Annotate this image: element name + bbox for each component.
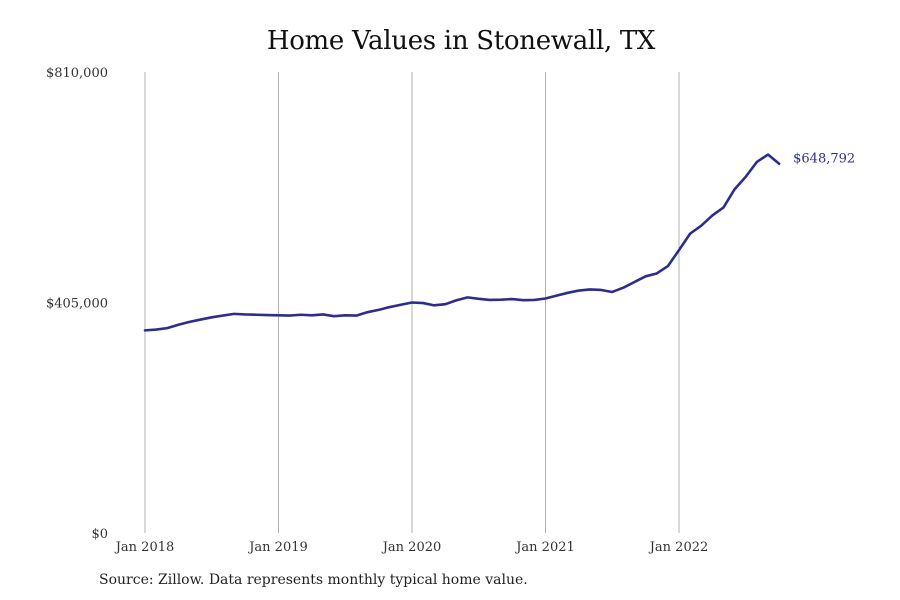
data-point — [466, 296, 468, 298]
data-point — [778, 163, 780, 165]
data-point — [199, 318, 201, 320]
x-axis-ticks: Jan 2018 Jan 2019 Jan 2020 Jan 2021 Jan 2022 — [114, 540, 709, 555]
data-point — [155, 328, 157, 330]
data-point — [322, 313, 324, 315]
data-point — [622, 287, 624, 289]
y-tick-label: $0 — [91, 527, 108, 542]
data-point — [188, 321, 190, 323]
y-axis-ticks: $0 $405,000 $810,000 — [46, 66, 108, 542]
x-tick-label: Jan 2022 — [648, 540, 709, 555]
data-point — [389, 306, 391, 308]
chart-title: Home Values in Stonewall, TX — [266, 26, 656, 56]
y-tick-label: $810,000 — [46, 66, 108, 81]
data-point — [411, 301, 413, 303]
data-point — [722, 206, 724, 208]
data-point — [578, 289, 580, 291]
data-point — [233, 313, 235, 315]
data-point — [366, 311, 368, 313]
end-value-label: $648,792 — [793, 152, 855, 167]
data-point — [255, 314, 257, 316]
data-point — [166, 327, 168, 329]
data-point — [767, 153, 769, 155]
data-point — [633, 281, 635, 283]
data-point — [555, 294, 557, 296]
series-line — [143, 153, 781, 332]
x-tick-label: Jan 2021 — [514, 540, 575, 555]
data-point — [177, 323, 179, 325]
data-point — [544, 297, 546, 299]
data-point — [700, 224, 702, 226]
data-point — [711, 214, 713, 216]
x-tick-label: Jan 2019 — [247, 540, 308, 555]
data-point — [567, 292, 569, 294]
data-point — [733, 188, 735, 190]
data-point — [522, 299, 524, 301]
data-point — [344, 314, 346, 316]
series-layer — [143, 153, 781, 332]
source-note: Source: Zillow. Data represents monthly … — [99, 572, 528, 588]
data-point — [511, 298, 513, 300]
data-point — [444, 303, 446, 305]
data-point — [500, 298, 502, 300]
data-point — [277, 314, 279, 316]
data-point — [600, 289, 602, 291]
data-point — [678, 249, 680, 251]
data-point — [244, 313, 246, 315]
data-point — [644, 275, 646, 277]
data-point — [656, 272, 658, 274]
data-point — [211, 316, 213, 318]
data-point — [756, 161, 758, 163]
data-point — [589, 288, 591, 290]
data-point — [611, 291, 613, 293]
data-point — [300, 314, 302, 316]
data-point — [689, 232, 691, 234]
end-label-layer: $648,792 — [793, 152, 855, 167]
data-point — [455, 299, 457, 301]
data-point — [422, 302, 424, 304]
data-point — [489, 299, 491, 301]
data-point — [311, 314, 313, 316]
data-point — [533, 299, 535, 301]
y-tick-label: $405,000 — [46, 297, 108, 312]
data-point — [400, 304, 402, 306]
data-point — [433, 304, 435, 306]
data-point — [667, 265, 669, 267]
data-point — [478, 298, 480, 300]
data-point — [144, 329, 146, 331]
data-point — [266, 314, 268, 316]
data-point — [333, 315, 335, 317]
x-tick-label: Jan 2018 — [114, 540, 175, 555]
data-point — [745, 176, 747, 178]
data-point — [288, 314, 290, 316]
data-point — [222, 314, 224, 316]
x-tick-label: Jan 2020 — [381, 540, 442, 555]
data-point — [377, 309, 379, 311]
data-point — [355, 314, 357, 316]
